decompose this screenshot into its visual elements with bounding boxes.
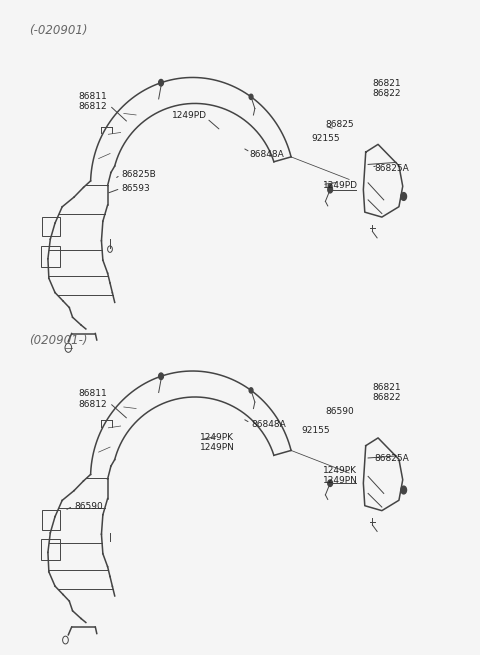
Text: (-020901): (-020901) — [29, 24, 87, 37]
Text: 86821
86822: 86821 86822 — [373, 383, 401, 402]
Text: 86590: 86590 — [325, 407, 354, 417]
Circle shape — [401, 486, 407, 494]
Text: 86825A: 86825A — [374, 454, 409, 463]
Circle shape — [401, 193, 407, 200]
Circle shape — [249, 388, 253, 393]
Text: 1249PD: 1249PD — [172, 111, 207, 121]
Circle shape — [328, 187, 333, 193]
Text: 86848A: 86848A — [250, 149, 284, 159]
Circle shape — [328, 184, 332, 189]
Text: 1249PD: 1249PD — [323, 181, 358, 191]
Circle shape — [159, 79, 163, 86]
Circle shape — [328, 480, 333, 487]
Text: 86825A: 86825A — [374, 164, 409, 173]
Text: 1249PK
1249PN: 1249PK 1249PN — [200, 433, 235, 452]
Text: 86825B: 86825B — [121, 170, 156, 179]
Circle shape — [249, 94, 253, 100]
Text: (020901-): (020901-) — [29, 334, 87, 347]
Text: 86848A: 86848A — [252, 421, 287, 430]
Text: 92155: 92155 — [301, 426, 330, 435]
Text: 86825: 86825 — [325, 121, 354, 130]
Circle shape — [159, 373, 163, 379]
Text: 1249PK
1249PN: 1249PK 1249PN — [323, 466, 358, 485]
Text: 86821
86822: 86821 86822 — [373, 79, 401, 98]
Text: 86590: 86590 — [74, 502, 103, 511]
Text: 86811
86812: 86811 86812 — [79, 389, 108, 409]
Text: 86811
86812: 86811 86812 — [79, 92, 108, 111]
Text: 86593: 86593 — [121, 184, 150, 193]
Text: 92155: 92155 — [311, 134, 340, 143]
